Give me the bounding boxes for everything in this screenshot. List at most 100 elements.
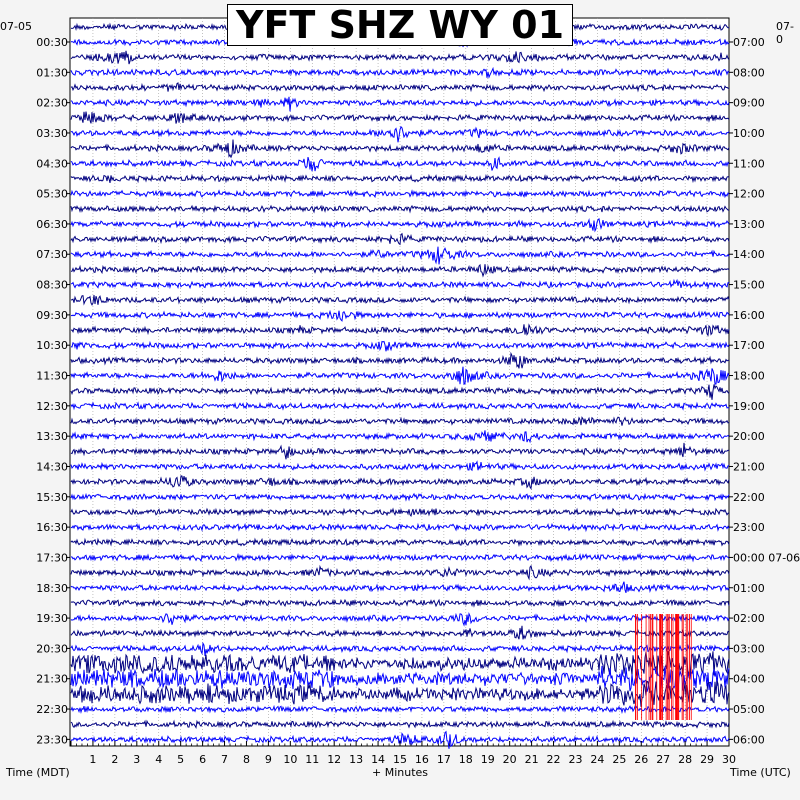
trace-line — [70, 246, 730, 265]
x-tick-label: 15 — [393, 753, 407, 766]
trace-line — [70, 651, 730, 678]
right-time-label: 06:00 — [733, 733, 765, 746]
x-tick-label: 7 — [221, 753, 228, 766]
right-time-label: 00:00 07-06 — [733, 551, 800, 564]
right-time-label: 18:00 — [733, 370, 765, 383]
trace-line — [70, 507, 730, 517]
trace-line — [70, 611, 730, 627]
trace-line — [70, 430, 730, 444]
trace-line — [70, 598, 730, 608]
left-time-label: 21:30 — [36, 673, 68, 686]
x-tick-label: 6 — [199, 753, 206, 766]
right-time-label: 22:00 — [733, 491, 765, 504]
trace-line — [70, 295, 730, 306]
trace-line — [70, 173, 730, 184]
left-time-label: 01:30 — [36, 66, 68, 79]
right-time-label: 14:00 — [733, 248, 765, 261]
trace-line — [70, 492, 730, 502]
right-time-label: 07:00 — [733, 36, 765, 49]
trace-line — [70, 680, 730, 707]
left-time-label: 11:30 — [36, 370, 68, 383]
trace-line — [70, 232, 730, 246]
x-tick-label: 20 — [503, 753, 517, 766]
trace-line — [70, 625, 730, 640]
right-time-label: 23:00 — [733, 521, 765, 534]
x-tick-label: 29 — [700, 753, 714, 766]
right-time-label: 10:00 — [733, 127, 765, 140]
right-time-label: 16:00 — [733, 309, 765, 322]
x-axis-ticks: 1 2 3 4 5 6 7 8 9 10 11 12 13 14 15 16 17 18 19 20 21 22 23 24 2… — [70, 741, 736, 766]
left-time-label: 00:30 — [36, 36, 68, 49]
left-time-label: 23:30 — [36, 733, 68, 746]
left-time-label: 07:30 — [36, 248, 68, 261]
x-tick-label: 12 — [327, 753, 341, 766]
trace-line — [70, 475, 730, 490]
left-time-label: 20:30 — [36, 642, 68, 655]
x-tick-label: 16 — [415, 753, 429, 766]
trace-line — [70, 96, 730, 112]
trace-line — [70, 641, 730, 656]
trace-line — [70, 309, 730, 322]
x-tick-label: 5 — [177, 753, 184, 766]
trace-line — [70, 366, 730, 385]
right-time-label: 17:00 — [733, 339, 765, 352]
trace-line — [70, 442, 730, 460]
right-date-label: 07-0 — [776, 20, 794, 46]
trace-line — [70, 351, 730, 369]
trace-line — [70, 581, 730, 594]
left-time-label: 13:30 — [36, 430, 68, 443]
left-time-label: 12:30 — [36, 400, 68, 413]
trace-line — [70, 82, 729, 93]
trace-line — [70, 401, 729, 411]
left-time-label: 14:30 — [36, 460, 68, 473]
trace-line — [70, 156, 730, 172]
x-tick-label: 4 — [155, 753, 162, 766]
x-tick-label: 9 — [265, 753, 272, 766]
left-time-label: 02:30 — [36, 97, 68, 110]
x-tick-label: 23 — [568, 753, 582, 766]
left-time-label: 15:30 — [36, 491, 68, 504]
trace-line — [70, 278, 730, 290]
x-tick-label: 21 — [525, 753, 539, 766]
left-time-label: 09:30 — [36, 309, 68, 322]
seismic-traces — [70, 19, 730, 749]
right-time-label: 13:00 — [733, 218, 765, 231]
right-time-label: 21:00 — [733, 460, 765, 473]
left-time-label: 06:30 — [36, 218, 68, 231]
trace-line — [70, 552, 730, 563]
left-time-label: 05:30 — [36, 188, 68, 201]
right-time-label: 09:00 — [733, 97, 765, 110]
right-time-label: 12:00 — [733, 188, 765, 201]
right-time-label: 01:00 — [733, 582, 765, 595]
trace-line — [70, 189, 730, 199]
left-date-label: 07-05 — [0, 20, 32, 33]
left-time-label: 10:30 — [36, 339, 68, 352]
right-time-label: 03:00 — [733, 642, 765, 655]
x-tick-label: 26 — [634, 753, 648, 766]
x-tick-label: 17 — [437, 753, 451, 766]
clipped-traces — [635, 614, 692, 720]
trace-line — [70, 204, 730, 214]
left-time-label: 17:30 — [36, 551, 68, 564]
x-tick-label: 8 — [243, 753, 250, 766]
trace-line — [70, 522, 730, 533]
x-tick-label: 18 — [459, 753, 473, 766]
left-time-label: 18:30 — [36, 582, 68, 595]
trace-line — [70, 564, 730, 581]
left-time-labels: 00:30 01:30 02:30 03:30 04:30 05:30 06:30 07:30… — [36, 36, 70, 746]
x-tick-label: 28 — [678, 753, 692, 766]
x-tick-label: 30 — [722, 753, 736, 766]
x-tick-label: 25 — [612, 753, 626, 766]
trace-line — [70, 704, 730, 715]
left-time-label: 03:30 — [36, 127, 68, 140]
trace-line — [70, 537, 730, 547]
left-time-label: 16:30 — [36, 521, 68, 534]
left-time-label: 22:30 — [36, 703, 68, 716]
plot-frame — [69, 17, 730, 747]
right-time-labels: 07:00 08:00 09:00 10:00 11:00 12:00 13:00 14:00… — [729, 36, 800, 746]
trace-line — [70, 384, 730, 400]
chart-title: YFT SHZ WY 01 — [227, 4, 573, 46]
x-tick-label: 24 — [590, 753, 604, 766]
trace-line — [70, 719, 730, 729]
x-tick-label: 10 — [283, 753, 297, 766]
